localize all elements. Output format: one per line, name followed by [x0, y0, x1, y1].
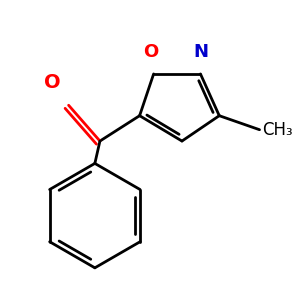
Text: O: O: [44, 73, 61, 92]
Text: O: O: [143, 43, 158, 61]
Text: N: N: [193, 43, 208, 61]
Text: CH₃: CH₃: [262, 121, 292, 139]
